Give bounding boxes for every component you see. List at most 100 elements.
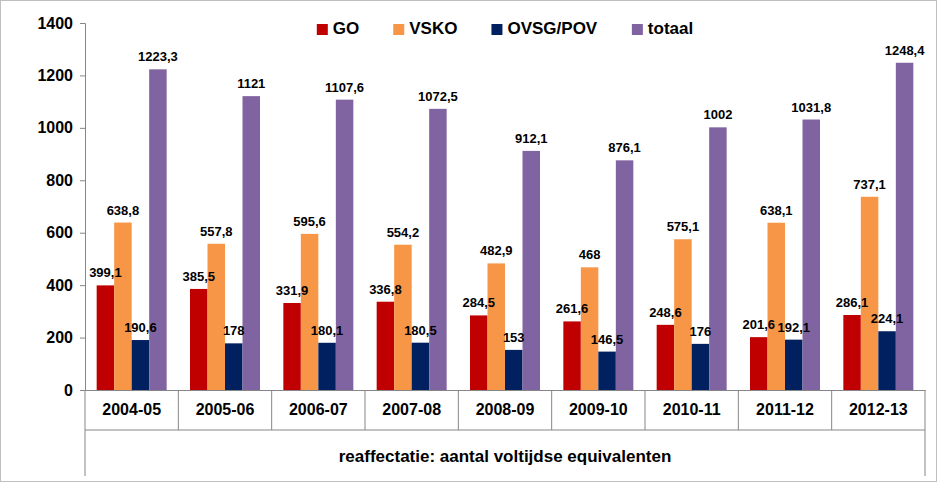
- bar: [97, 285, 115, 390]
- y-tick-label: 400: [46, 277, 73, 294]
- data-label: 1107,6: [325, 80, 364, 95]
- separator: [551, 390, 552, 430]
- data-label: 876,1: [608, 140, 641, 155]
- chart: 0 200 400 600 800 1000 1200 1400 2004-05 2005-06 2…: [0, 0, 937, 482]
- y-tick-mark: [80, 338, 85, 339]
- data-label: 331,9: [276, 283, 309, 298]
- y-tick-label: 0: [64, 382, 73, 399]
- x-tick: 2008-09: [476, 390, 535, 418]
- data-label: 201,6: [742, 317, 775, 332]
- data-label: 153: [503, 330, 525, 345]
- legend-item: VSKO: [393, 19, 457, 38]
- bar: [225, 343, 243, 390]
- separator: [365, 390, 366, 430]
- bar: [488, 263, 506, 390]
- data-label: 638,8: [107, 203, 140, 218]
- x-tick-label: 2004-05: [102, 401, 161, 418]
- bar: [803, 120, 821, 390]
- legend-item: GO: [317, 19, 359, 38]
- x-tick: 2004-05: [102, 390, 161, 418]
- data-label: 638,1: [760, 203, 793, 218]
- separator: [831, 390, 832, 430]
- x-tick-label: 2010-11: [663, 401, 721, 418]
- data-label: 1002: [703, 107, 732, 122]
- bar: [709, 127, 727, 390]
- x-tick: 2010-11: [663, 390, 721, 418]
- y-tick: 400: [46, 277, 85, 294]
- data-label: 284,5: [462, 295, 495, 310]
- data-label: 399,1: [89, 265, 122, 280]
- data-label: 336,8: [369, 282, 402, 297]
- data-label: 1121: [237, 76, 265, 91]
- legend-label: GO: [333, 19, 359, 38]
- bar: [878, 331, 896, 390]
- x-tick: 2011-12: [756, 390, 814, 418]
- bar: [505, 350, 523, 390]
- x-tick-label: 2006-07: [289, 401, 348, 418]
- data-label: 176: [690, 324, 712, 339]
- bar: [190, 289, 208, 390]
- bar: [132, 340, 150, 390]
- y-tick-mark: [80, 285, 85, 286]
- x-axis-line: [86, 390, 926, 391]
- x-tick-label: 2008-09: [476, 401, 535, 418]
- bar: [377, 302, 395, 390]
- legend-swatch: [632, 24, 643, 35]
- separator: [85, 430, 925, 431]
- legend-item: totaal: [632, 19, 693, 38]
- y-tick-label: 1000: [37, 119, 73, 136]
- bar: [523, 151, 541, 390]
- chart-border: [1, 1, 937, 482]
- bar: [208, 244, 226, 390]
- legend-label: VSKO: [409, 19, 457, 38]
- bar: [470, 315, 488, 390]
- separator: [925, 390, 926, 476]
- separator: [738, 390, 739, 430]
- y-tick-mark: [80, 390, 85, 391]
- data-label: 468: [579, 247, 601, 262]
- y-tick-label: 600: [46, 224, 73, 241]
- x-axis-title: reaffectatie: aantal voltijdse equivalen…: [339, 447, 672, 466]
- x-tick-label: 2005-06: [196, 401, 255, 418]
- bar: [149, 69, 167, 390]
- x-tick-label: 2012-13: [849, 401, 908, 418]
- category-separators: [85, 390, 925, 476]
- x-tick: 2012-13: [849, 390, 908, 418]
- data-label: 557,8: [200, 224, 233, 239]
- legend: GOVSKOOVSG/POVtotaal: [317, 19, 693, 38]
- y-tick: 1400: [37, 15, 85, 32]
- y-tick-label: 200: [46, 329, 73, 346]
- x-tick: 2006-07: [289, 390, 348, 418]
- bar: [243, 96, 261, 390]
- legend-label: totaal: [648, 19, 693, 38]
- data-label: 248,6: [649, 305, 682, 320]
- data-label: 224,1: [871, 311, 904, 326]
- data-label: 146,5: [591, 332, 624, 347]
- x-tick-label: 2007-08: [382, 401, 441, 418]
- separator: [645, 390, 646, 430]
- data-label: 1031,8: [791, 100, 831, 115]
- y-tick: 600: [46, 224, 85, 241]
- x-tick: 2005-06: [196, 390, 255, 418]
- y-tick-mark: [80, 180, 85, 181]
- bar: [750, 337, 768, 390]
- bar: [301, 234, 319, 390]
- y-axis: 0 200 400 600 800 1000 1200 1400: [37, 15, 85, 399]
- bar: [581, 267, 599, 390]
- data-label: 737,1: [853, 177, 886, 192]
- data-label: 180,5: [404, 323, 437, 338]
- x-tick: 2007-08: [382, 390, 441, 418]
- bar: [843, 315, 861, 390]
- bars: [97, 63, 914, 390]
- y-tick-mark: [80, 75, 85, 76]
- bar: [336, 100, 354, 390]
- y-tick: 800: [46, 172, 85, 189]
- bar: [861, 197, 879, 390]
- y-tick-mark: [80, 23, 85, 24]
- y-tick-mark: [80, 128, 85, 129]
- y-tick: 1200: [37, 67, 85, 84]
- data-label: 1223,3: [138, 49, 178, 64]
- bar: [598, 352, 616, 390]
- separator: [178, 390, 179, 430]
- data-label: 912,1: [515, 131, 548, 146]
